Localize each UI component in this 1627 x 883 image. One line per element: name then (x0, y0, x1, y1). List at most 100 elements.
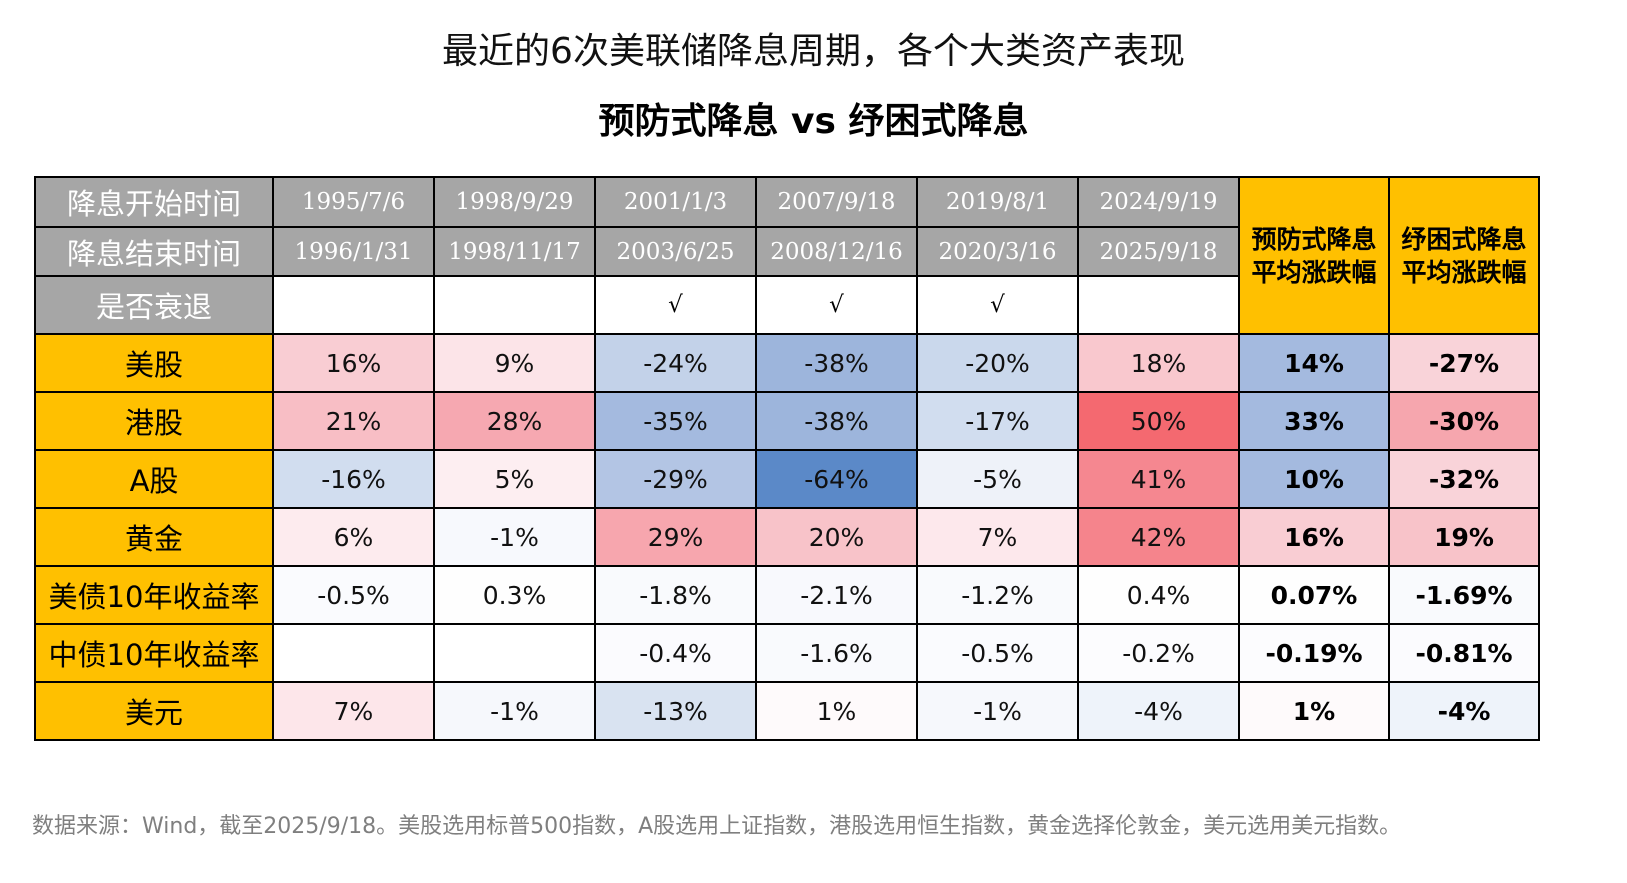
end-date-cell: 2003/6/25 (594, 226, 757, 277)
preventive-avg-cell: 16% (1238, 507, 1390, 567)
start-date-cell: 2019/8/1 (916, 176, 1079, 228)
end-date-cell: 2008/12/16 (755, 226, 918, 277)
end-date-cell: 1996/1/31 (272, 226, 435, 277)
asset-row: 中债10年收益率 -0.4% -1.6% -0.5% -0.2% -0.19% -0.81% (34, 623, 1540, 683)
value-cell: -1.2% (916, 565, 1079, 625)
start-date-cell: 2001/1/3 (594, 176, 757, 228)
preventive-avg-cell: 1% (1238, 681, 1390, 741)
recession-cell: √ (755, 275, 918, 335)
value-cell: -0.5% (272, 565, 435, 625)
asset-label: 美股 (34, 333, 274, 393)
asset-row: 美元 7% -1% -13% 1% -1% -4% 1% -4% (34, 681, 1540, 741)
value-cell: 28% (433, 391, 596, 451)
value-cell: 42% (1077, 507, 1240, 567)
asset-performance-table: 降息开始时间 1995/7/6 1998/9/29 2001/1/3 2007/… (34, 176, 1540, 741)
recession-cell: √ (916, 275, 1079, 335)
value-cell: -0.4% (594, 623, 757, 683)
preventive-avg-cell: 10% (1238, 449, 1390, 509)
asset-row: 美股 16% 9% -24% -38% -20% 18% 14% -27% (34, 333, 1540, 393)
recession-cell (1077, 275, 1240, 335)
relief-avg-cell: -0.81% (1388, 623, 1540, 683)
value-cell: -13% (594, 681, 757, 741)
preventive-avg-cell: 14% (1238, 333, 1390, 393)
value-cell: 50% (1077, 391, 1240, 451)
value-cell: 41% (1077, 449, 1240, 509)
value-cell: -5% (916, 449, 1079, 509)
value-cell: -0.2% (1077, 623, 1240, 683)
relief-avg-header: 纾困式降息 平均涨跌幅 (1388, 176, 1540, 335)
value-cell: -20% (916, 333, 1079, 393)
preventive-avg-cell: 0.07% (1238, 565, 1390, 625)
value-cell: -17% (916, 391, 1079, 451)
asset-label: 中债10年收益率 (34, 623, 274, 683)
start-date-row: 降息开始时间 1995/7/6 1998/9/29 2001/1/3 2007/… (34, 176, 1540, 335)
value-cell: 29% (594, 507, 757, 567)
relief-avg-cell: -4% (1388, 681, 1540, 741)
value-cell: 1% (755, 681, 918, 741)
recession-cell: √ (594, 275, 757, 335)
value-cell: -1.8% (594, 565, 757, 625)
preventive-avg-cell: 33% (1238, 391, 1390, 451)
start-date-label: 降息开始时间 (34, 176, 274, 228)
start-date-cell: 1995/7/6 (272, 176, 435, 228)
relief-avg-cell: -27% (1388, 333, 1540, 393)
value-cell: 21% (272, 391, 435, 451)
value-cell: -1% (916, 681, 1079, 741)
relief-avg-cell: 19% (1388, 507, 1540, 567)
source-footnote: 数据来源：Wind，截至2025/9/18。美股选用标普500指数，A股选用上证… (32, 814, 1402, 839)
asset-row: A股 -16% 5% -29% -64% -5% 41% 10% -32% (34, 449, 1540, 509)
recession-cell (433, 275, 596, 335)
start-date-cell: 2007/9/18 (755, 176, 918, 228)
asset-row: 黄金 6% -1% 29% 20% 7% 42% 16% 19% (34, 507, 1540, 567)
asset-label: A股 (34, 449, 274, 509)
value-cell: -4% (1077, 681, 1240, 741)
value-cell (272, 623, 435, 683)
value-cell (433, 623, 596, 683)
relief-avg-cell: -1.69% (1388, 565, 1540, 625)
relief-avg-cell: -30% (1388, 391, 1540, 451)
value-cell: 0.3% (433, 565, 596, 625)
value-cell: -38% (755, 333, 918, 393)
page-subtitle: 预防式降息 vs 纾困式降息 (598, 101, 1029, 142)
value-cell: -24% (594, 333, 757, 393)
asset-label: 港股 (34, 391, 274, 451)
value-cell: -35% (594, 391, 757, 451)
recession-label: 是否衰退 (34, 275, 274, 335)
relief-avg-cell: -32% (1388, 449, 1540, 509)
end-date-cell: 2025/9/18 (1077, 226, 1240, 277)
value-cell: -1% (433, 681, 596, 741)
value-cell: -64% (755, 449, 918, 509)
value-cell: 9% (433, 333, 596, 393)
preventive-avg-header: 预防式降息 平均涨跌幅 (1238, 176, 1390, 335)
asset-label: 美债10年收益率 (34, 565, 274, 625)
asset-label: 美元 (34, 681, 274, 741)
asset-row: 港股 21% 28% -35% -38% -17% 50% 33% -30% (34, 391, 1540, 451)
asset-row: 美债10年收益率 -0.5% 0.3% -1.8% -2.1% -1.2% 0.4% 0.07… (34, 565, 1540, 625)
value-cell: -0.5% (916, 623, 1079, 683)
asset-label: 黄金 (34, 507, 274, 567)
preventive-avg-cell: -0.19% (1238, 623, 1390, 683)
value-cell: 18% (1077, 333, 1240, 393)
value-cell: 7% (272, 681, 435, 741)
start-date-cell: 1998/9/29 (433, 176, 596, 228)
value-cell: -1% (433, 507, 596, 567)
end-date-label: 降息结束时间 (34, 226, 274, 277)
value-cell: -29% (594, 449, 757, 509)
value-cell: 0.4% (1077, 565, 1240, 625)
value-cell: -38% (755, 391, 918, 451)
recession-row: 是否衰退 √ √ √ (34, 275, 1539, 335)
start-date-cell: 2024/9/19 (1077, 176, 1240, 228)
value-cell: -1.6% (755, 623, 918, 683)
value-cell: 7% (916, 507, 1079, 567)
value-cell: -2.1% (755, 565, 918, 625)
value-cell: -16% (272, 449, 435, 509)
value-cell: 20% (755, 507, 918, 567)
end-date-row: 降息结束时间 1996/1/31 1998/11/17 2003/6/25 20… (34, 226, 1539, 277)
recession-cell (272, 275, 435, 335)
value-cell: 16% (272, 333, 435, 393)
end-date-cell: 1998/11/17 (433, 226, 596, 277)
value-cell: 6% (272, 507, 435, 567)
page-title: 最近的6次美联储降息周期，各个大类资产表现 (442, 31, 1185, 72)
value-cell: 5% (433, 449, 596, 509)
end-date-cell: 2020/3/16 (916, 226, 1079, 277)
